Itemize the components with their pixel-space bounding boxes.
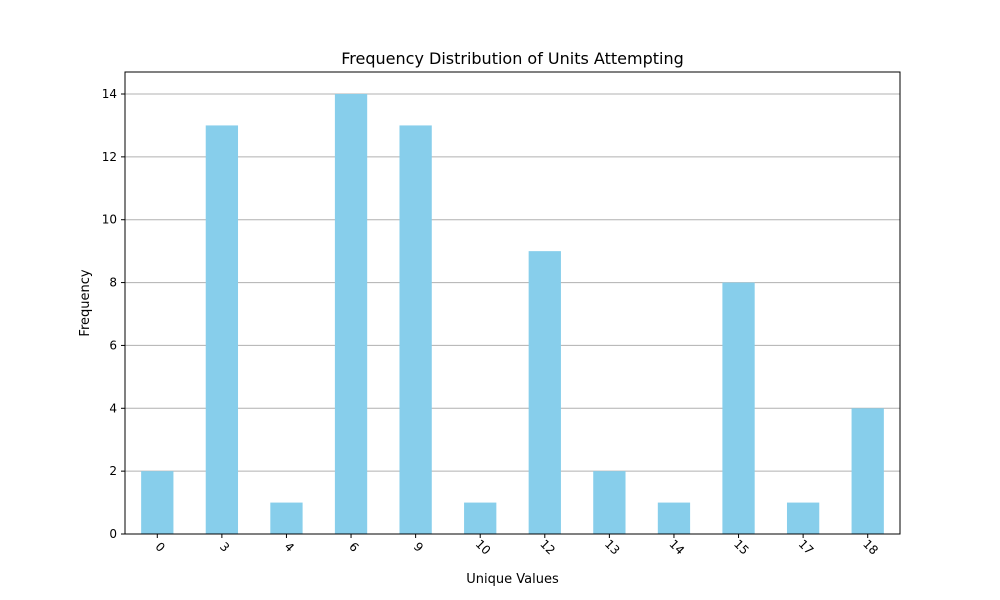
bar: [722, 282, 755, 534]
bar: [786, 502, 820, 534]
x-tick-label: 14: [666, 537, 687, 558]
bar: [528, 251, 561, 534]
chart-title: Frequency Distribution of Units Attempti…: [341, 49, 683, 68]
bar: [141, 471, 174, 534]
plot-frame: [124, 71, 901, 535]
bar: [593, 471, 626, 534]
x-tick-label: 3: [217, 540, 232, 555]
bar: [657, 502, 691, 534]
y-axis-label: Frequency: [78, 269, 93, 336]
bar: [851, 408, 884, 534]
x-tick-label: 10: [473, 537, 494, 558]
y-tick-label: 0: [109, 527, 117, 541]
bar: [270, 502, 303, 534]
x-tick-label: 17: [796, 537, 817, 558]
bar: [334, 94, 368, 534]
bar: [464, 502, 497, 534]
y-tick-label: 12: [102, 150, 117, 164]
x-tick-label: 6: [346, 540, 361, 555]
x-tick-label: 15: [731, 537, 752, 558]
bars: [141, 94, 884, 534]
bar: [205, 125, 239, 534]
grid-lines: [125, 93, 900, 535]
y-tick-label: 10: [102, 213, 117, 227]
x-tick-label: 12: [537, 537, 558, 558]
bar: [399, 125, 432, 534]
x-tick-label: 0: [152, 540, 167, 555]
y-tick-label: 8: [109, 276, 117, 290]
y-axis-ticks: 0 2 4 6 8 10 12 14: [102, 87, 125, 541]
x-tick-label: 9: [411, 540, 426, 555]
y-tick-label: 6: [109, 338, 117, 352]
y-tick-label: 2: [109, 464, 117, 478]
x-axis-ticks: 0 3 4 6 9 10 12 13 14 15 17 18: [152, 534, 881, 558]
x-tick-label: 4: [282, 540, 297, 555]
y-tick-label: 4: [109, 401, 117, 415]
y-tick-label: 14: [102, 87, 117, 101]
x-tick-label: 18: [860, 537, 881, 558]
x-tick-label: 13: [602, 537, 623, 558]
x-axis-label: Unique Values: [466, 572, 559, 587]
